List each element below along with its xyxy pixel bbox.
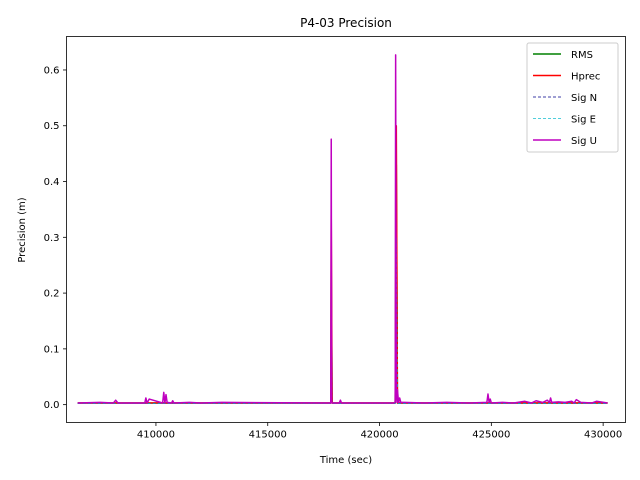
chart-title: P4-03 Precision xyxy=(300,16,392,30)
y-axis-label: Precision (m) xyxy=(17,197,28,262)
x-tick-label: 425000 xyxy=(472,430,510,441)
series-lines xyxy=(77,54,608,404)
y-tick-label: 0.5 xyxy=(44,121,60,132)
series-line-sig-e xyxy=(77,236,608,404)
y-tick-label: 0.6 xyxy=(44,65,60,76)
y-tick-label: 0.0 xyxy=(44,400,60,411)
series-line-rms xyxy=(77,164,608,404)
legend-label: Hprec xyxy=(571,72,600,83)
legend-label: Sig E xyxy=(571,115,596,126)
series-line-sig-u xyxy=(77,54,608,404)
legend-label: Sig N xyxy=(571,93,597,104)
legend-label: RMS xyxy=(571,50,593,61)
y-tick-label: 0.2 xyxy=(44,289,60,300)
plot-frame xyxy=(66,36,626,423)
x-tick-label: 430000 xyxy=(584,430,622,441)
x-axis-ticks: 410000 415000 420000 425000 430000 xyxy=(137,422,622,441)
legend: RMS Hprec Sig N Sig E Sig U xyxy=(526,42,619,153)
x-tick-label: 415000 xyxy=(249,430,287,441)
x-tick-label: 410000 xyxy=(137,430,175,441)
x-tick-label: 420000 xyxy=(360,430,398,441)
y-tick-label: 0.3 xyxy=(44,233,60,244)
x-axis-label: Time (sec) xyxy=(319,455,372,466)
legend-box xyxy=(526,42,619,153)
y-tick-label: 0.4 xyxy=(44,177,60,188)
y-tick-label: 0.1 xyxy=(44,344,60,355)
legend-label: Sig U xyxy=(571,136,597,147)
series-line-sig-n xyxy=(77,236,608,404)
y-axis-ticks: 0.0 0.1 0.2 0.3 0.4 0.5 0.6 xyxy=(44,65,67,411)
series-line-hprec xyxy=(77,125,608,404)
